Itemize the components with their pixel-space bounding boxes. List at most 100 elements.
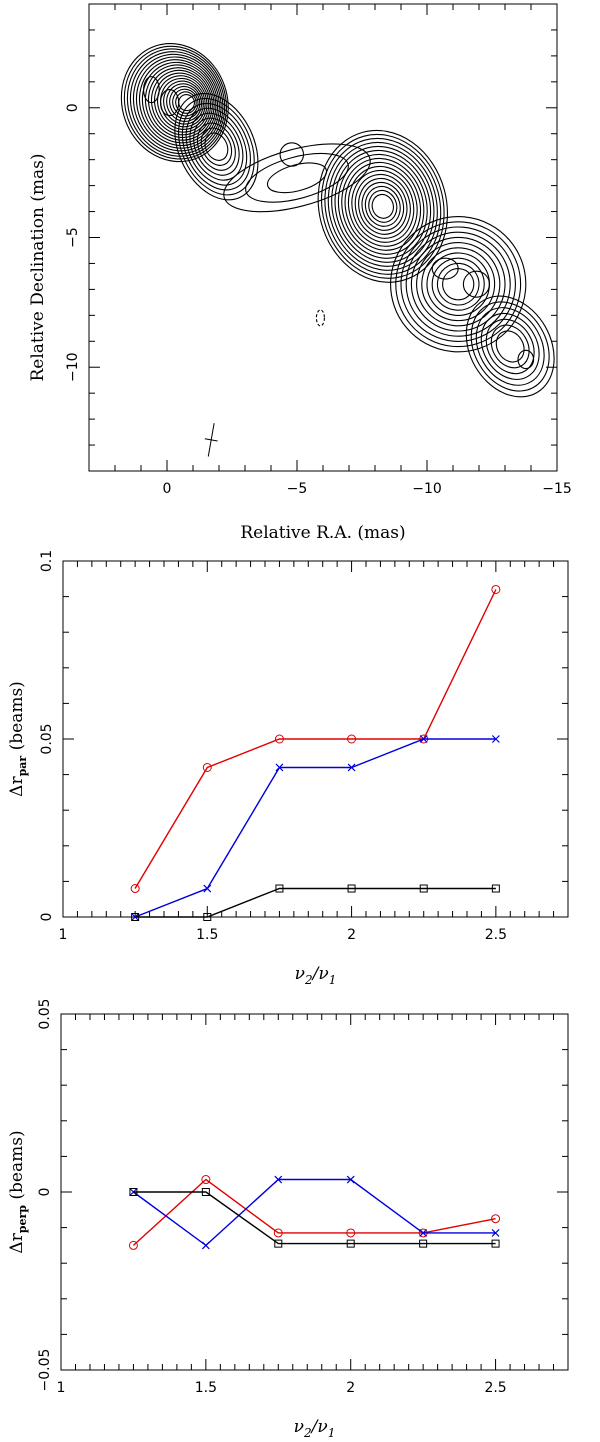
knot-b-contour <box>341 157 425 255</box>
knot-a-contour <box>178 97 255 196</box>
knot-d-contour <box>475 307 545 386</box>
knot-b-contour <box>324 137 442 275</box>
data-point-cross <box>274 1175 283 1184</box>
x-tick-label: 2 <box>346 1380 355 1396</box>
delta-r-perp-chart: 1 1.5 2 2.5 −0.05 0 0.05 ν2/ν1 Δrperp (beams) <box>7 1000 569 1440</box>
y-tick-label: 0.1 <box>39 550 55 572</box>
knot-c-contour <box>421 247 496 322</box>
knot-a-contour <box>189 112 244 181</box>
y-tick-label: −0.05 <box>37 1349 53 1392</box>
jet-bridge-contour <box>279 142 305 167</box>
x-axis-title: Relative R.A. (mas) <box>240 523 405 543</box>
data-point-circle <box>274 734 284 744</box>
knot-c-contour <box>405 231 511 337</box>
y-axis-title: Δrpar (beams) <box>7 681 29 797</box>
data-point-square <box>131 913 140 921</box>
data-point-square <box>491 1239 500 1248</box>
data-point-cross <box>275 763 284 772</box>
series-line <box>134 589 497 889</box>
core-contour <box>135 56 220 149</box>
core-contour <box>163 80 204 125</box>
knot-a-contour <box>204 132 229 161</box>
core-contour <box>138 59 219 147</box>
y-tick-label: 0.05 <box>39 723 55 754</box>
y-tick-label: 0 <box>65 103 81 112</box>
x-tick-label: −5 <box>287 481 308 497</box>
x-tick-label: −15 <box>542 481 572 497</box>
core-contour <box>129 51 224 155</box>
knot-b-contour <box>351 169 415 243</box>
y-tick-label: −5 <box>65 227 81 248</box>
core-contour <box>126 48 226 157</box>
knot-a-contour <box>196 122 236 171</box>
y-axis-title: Relative Declination (mas) <box>28 153 48 381</box>
beam-minor-axis <box>204 438 218 442</box>
data-point-square <box>203 913 212 921</box>
x-tick-label: −10 <box>412 481 442 497</box>
contour-lines <box>120 43 555 398</box>
jet-bridge-contour <box>223 143 371 213</box>
knot-c-contour <box>395 221 522 348</box>
core-contour <box>172 88 199 117</box>
data-point-square <box>346 1239 355 1248</box>
data-point-square <box>274 1239 283 1248</box>
knot-c-contour <box>442 268 475 301</box>
knot-c-peak-contour <box>462 270 490 298</box>
knot-d-peak-contour <box>517 349 535 370</box>
data-point-circle <box>202 762 212 772</box>
knot-c-contour <box>431 257 485 311</box>
data-point-circle <box>347 734 357 744</box>
data-point-circle <box>130 884 140 894</box>
data-point-circle <box>201 1175 211 1185</box>
x-axis-title: ν2/ν1 <box>294 1417 336 1440</box>
knot-d-contour <box>465 295 555 398</box>
series-line <box>135 887 496 918</box>
delta-r-par-panel: 1 1.5 2 2.5 0 0.05 0.1 ν2/ν1 Δrpar (beams) <box>0 550 600 1000</box>
knot-d-contour <box>490 324 530 369</box>
series-line <box>133 1191 496 1245</box>
core-peak-contour <box>159 89 180 117</box>
knot-c-peak-contour <box>431 257 459 280</box>
core-contour <box>166 83 203 122</box>
y-tick-label: −10 <box>65 352 81 382</box>
data-point-circle <box>346 1228 356 1238</box>
y-tick-label: 0.05 <box>37 1000 53 1030</box>
core-contour <box>132 53 222 152</box>
core-peak-contour <box>143 76 160 104</box>
knot-d-contour <box>485 318 535 375</box>
knot-b-contour <box>361 181 405 231</box>
knot-d-contour <box>470 301 550 392</box>
knot-b-contour <box>334 149 432 263</box>
data-point-circle <box>491 1214 501 1224</box>
series-line <box>134 738 496 918</box>
knot-d-contour <box>495 330 525 363</box>
x-axis-title: ν2/ν1 <box>295 964 337 987</box>
data-point-cross <box>347 763 356 772</box>
knot-b-contour <box>371 193 394 219</box>
knot-b-contour <box>364 185 401 227</box>
x-tick-label: 1 <box>59 927 68 943</box>
core-contour <box>120 43 229 163</box>
contour-map: 0 −5 −10 −15 0 −5 −10 Relative R.A. (mas) Relati… <box>28 3 572 543</box>
core-contour <box>147 67 213 138</box>
knot-a-contour <box>193 117 240 176</box>
data-point-square <box>419 884 428 893</box>
y-tick-label: 0 <box>37 1188 53 1197</box>
core-contour <box>178 94 195 112</box>
knot-a-contour <box>174 93 259 201</box>
series-line <box>132 1178 496 1247</box>
data-point-square <box>347 884 356 893</box>
knot-c-contour <box>400 226 516 342</box>
knot-b-contour <box>327 141 438 271</box>
knot-d-contour <box>480 312 540 380</box>
data-point-square <box>491 884 500 893</box>
knot-b-contour <box>358 177 408 235</box>
data-point-cross <box>346 1175 355 1184</box>
data-point-cross <box>491 735 500 743</box>
data-point-circle <box>491 584 501 594</box>
x-tick-label: 1.5 <box>195 1380 217 1396</box>
knot-b-contour <box>317 129 449 283</box>
delta-r-perp-panel: 1 1.5 2 2.5 −0.05 0 0.05 ν2/ν1 Δrperp (beams) <box>0 1000 600 1442</box>
knot-c-contour <box>390 216 527 353</box>
knot-c-contour <box>436 262 480 306</box>
